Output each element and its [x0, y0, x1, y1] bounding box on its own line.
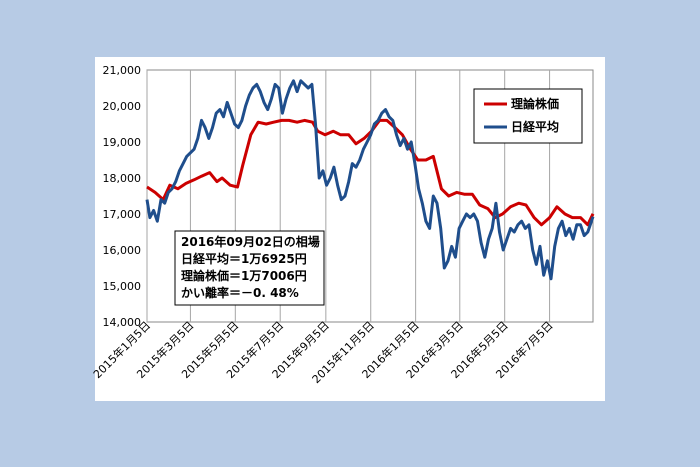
annotation-theoretical: 理論株価＝1万7006円 [181, 268, 307, 283]
annotation-date: 2016年09月02日の相場 [181, 234, 320, 249]
series-line-theoretical [146, 118, 595, 227]
y-tick-label: 17,000 [103, 208, 142, 221]
y-tick-label: 21,000 [103, 64, 142, 77]
y-tick-label: 14,000 [103, 316, 142, 329]
series-lines [145, 79, 595, 281]
y-tick-label: 16,000 [103, 244, 142, 257]
annotation-frame [174, 230, 325, 306]
y-tick-label: 18,000 [103, 172, 142, 185]
annotation-box: 2016年09月02日の相場 日経平均＝1万6925円 理論株価＝1万7006円… [174, 230, 325, 306]
annotation-deviation: かい離率＝－0. 48% [181, 285, 299, 300]
y-tick-label: 20,000 [103, 100, 142, 113]
annotation-nikkei: 日経平均＝1万6925円 [181, 251, 307, 266]
legend-box [473, 88, 583, 144]
legend: 理論株価 日経平均 [473, 88, 583, 144]
series-line-nikkei [145, 79, 595, 281]
y-tick-label: 19,000 [103, 136, 142, 149]
y-tick-label: 15,000 [103, 280, 142, 293]
y-axis-ticks: 14,000 15,000 16,000 17,000 18,000 19,000 20,0… [103, 64, 142, 329]
legend-label-theoretical: 理論株価 [511, 96, 559, 111]
legend-label-nikkei: 日経平均 [511, 119, 559, 134]
